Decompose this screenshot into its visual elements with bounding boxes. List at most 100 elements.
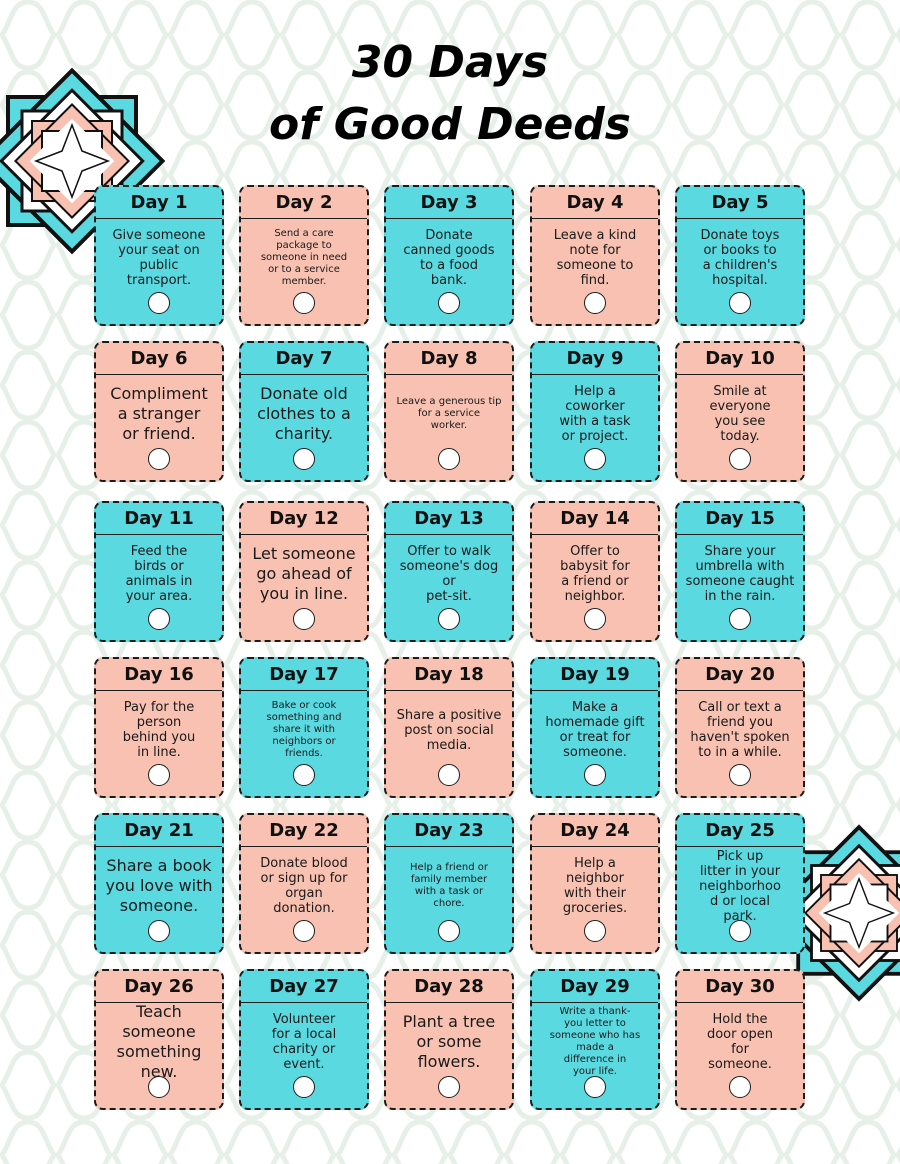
completion-checkbox[interactable] <box>293 448 315 470</box>
day-label: Day 4 <box>532 187 658 219</box>
day-label: Day 27 <box>241 971 367 1003</box>
day-label: Day 17 <box>241 659 367 691</box>
deed-text: Donate blood or sign up for organ donati… <box>260 856 348 916</box>
title-line-2: of Good Deeds <box>269 99 631 150</box>
completion-checkbox[interactable] <box>293 920 315 942</box>
completion-checkbox[interactable] <box>729 292 751 314</box>
day-card: Day 2 Send a care package to someone in n… <box>239 185 369 326</box>
completion-checkbox[interactable] <box>438 448 460 470</box>
day-label: Day 16 <box>96 659 222 691</box>
completion-checkbox[interactable] <box>438 764 460 786</box>
completion-checkbox[interactable] <box>584 608 606 630</box>
deed-text: Help a coworker with a task or project. <box>559 384 631 444</box>
day-card: Day 5 Donate toys or books to a children'… <box>675 185 805 326</box>
completion-checkbox[interactable] <box>438 920 460 942</box>
day-card: Day 8 Leave a generous tip for a service … <box>384 341 514 482</box>
completion-checkbox[interactable] <box>148 448 170 470</box>
day-card: Day 23 Help a friend or family member wit… <box>384 813 514 954</box>
completion-checkbox[interactable] <box>148 292 170 314</box>
completion-checkbox[interactable] <box>584 448 606 470</box>
completion-checkbox[interactable] <box>148 608 170 630</box>
day-card: Day 1 Give someone your seat on public tr… <box>94 185 224 326</box>
day-card: Day 12 Let someone go ahead of you in lin… <box>239 501 369 642</box>
completion-checkbox[interactable] <box>293 292 315 314</box>
completion-checkbox[interactable] <box>584 292 606 314</box>
deed-text: Teach someone something new. <box>116 1002 202 1081</box>
day-label: Day 30 <box>677 971 803 1003</box>
day-label: Day 3 <box>386 187 512 219</box>
completion-checkbox[interactable] <box>729 764 751 786</box>
day-card: Day 30 Hold the door open for someone. <box>675 969 805 1110</box>
deed-text: Write a thank- you letter to someone who… <box>549 1006 641 1077</box>
completion-checkbox[interactable] <box>293 1076 315 1098</box>
deed-text: Help a friend or family member with a ta… <box>410 862 488 909</box>
day-card: Day 14 Offer to babysit for a friend or n… <box>530 501 660 642</box>
deed-text: Share a positive post on social media. <box>396 707 502 753</box>
day-label: Day 10 <box>677 343 803 375</box>
completion-checkbox[interactable] <box>148 764 170 786</box>
day-card: Day 24 Help a neighbor with their groceri… <box>530 813 660 954</box>
completion-checkbox[interactable] <box>438 1076 460 1098</box>
day-card: Day 28 Plant a tree or some flowers. <box>384 969 514 1110</box>
completion-checkbox[interactable] <box>148 920 170 942</box>
day-card: Day 15 Share your umbrella with someone c… <box>675 501 805 642</box>
day-label: Day 22 <box>241 815 367 847</box>
completion-checkbox[interactable] <box>729 920 751 942</box>
completion-checkbox[interactable] <box>584 764 606 786</box>
day-card: Day 6 Compliment a stranger or friend. <box>94 341 224 482</box>
deed-text: Smile at everyone you see today. <box>709 384 771 444</box>
deed-text: Share a book you love with someone. <box>105 856 213 915</box>
completion-checkbox[interactable] <box>148 1076 170 1098</box>
day-card: Day 18 Share a positive post on social me… <box>384 657 514 798</box>
deed-text: Donate canned goods to a food bank. <box>403 228 495 288</box>
deed-text: Pay for the person behind you in line. <box>122 700 196 760</box>
completion-checkbox[interactable] <box>438 292 460 314</box>
deed-text: Let someone go ahead of you in line. <box>252 544 356 603</box>
deed-text: Donate old clothes to a charity. <box>257 384 351 443</box>
day-label: Day 5 <box>677 187 803 219</box>
day-card: Day 26 Teach someone something new. <box>94 969 224 1110</box>
day-label: Day 7 <box>241 343 367 375</box>
deed-text: Compliment a stranger or friend. <box>110 384 208 443</box>
deed-text: Plant a tree or some flowers. <box>402 1012 496 1071</box>
completion-checkbox[interactable] <box>438 608 460 630</box>
completion-checkbox[interactable] <box>729 1076 751 1098</box>
day-card: Day 3 Donate canned goods to a food bank. <box>384 185 514 326</box>
deed-text: Offer to walk someone's dog or pet-sit. <box>399 544 499 604</box>
deed-text: Hold the door open for someone. <box>706 1012 774 1072</box>
day-label: Day 25 <box>677 815 803 847</box>
day-label: Day 2 <box>241 187 367 219</box>
day-label: Day 8 <box>386 343 512 375</box>
day-card: Day 25 Pick up litter in your neighborhoo… <box>675 813 805 954</box>
completion-checkbox[interactable] <box>729 448 751 470</box>
completion-checkbox[interactable] <box>729 608 751 630</box>
day-label: Day 23 <box>386 815 512 847</box>
completion-checkbox[interactable] <box>584 1076 606 1098</box>
day-card: Day 13 Offer to walk someone's dog or pet… <box>384 501 514 642</box>
deed-text: Donate toys or books to a children's hos… <box>700 228 780 288</box>
day-label: Day 13 <box>386 503 512 535</box>
deed-text: Leave a generous tip for a service worke… <box>396 396 502 431</box>
completion-checkbox[interactable] <box>584 920 606 942</box>
completion-checkbox[interactable] <box>293 608 315 630</box>
deed-text: Bake or cook something and share it with… <box>266 700 342 759</box>
day-card: Day 16 Pay for the person behind you in l… <box>94 657 224 798</box>
deed-text: Help a neighbor with their groceries. <box>562 856 628 916</box>
deed-text: Make a homemade gift or treat for someon… <box>545 700 645 760</box>
day-card: Day 19 Make a homemade gift or treat for … <box>530 657 660 798</box>
day-card: Day 21 Share a book you love with someone… <box>94 813 224 954</box>
day-label: Day 11 <box>96 503 222 535</box>
page-title: 30 Days of Good Deeds <box>0 32 900 156</box>
day-card: Day 20 Call or text a friend you haven't … <box>675 657 805 798</box>
deed-text: Feed the birds or animals in your area. <box>125 544 193 604</box>
day-label: Day 1 <box>96 187 222 219</box>
day-label: Day 18 <box>386 659 512 691</box>
completion-checkbox[interactable] <box>293 764 315 786</box>
day-label: Day 9 <box>532 343 658 375</box>
day-label: Day 21 <box>96 815 222 847</box>
day-label: Day 6 <box>96 343 222 375</box>
day-label: Day 24 <box>532 815 658 847</box>
day-card: Day 27 Volunteer for a local charity or e… <box>239 969 369 1110</box>
deed-text: Share your umbrella with someone caught … <box>685 544 795 604</box>
